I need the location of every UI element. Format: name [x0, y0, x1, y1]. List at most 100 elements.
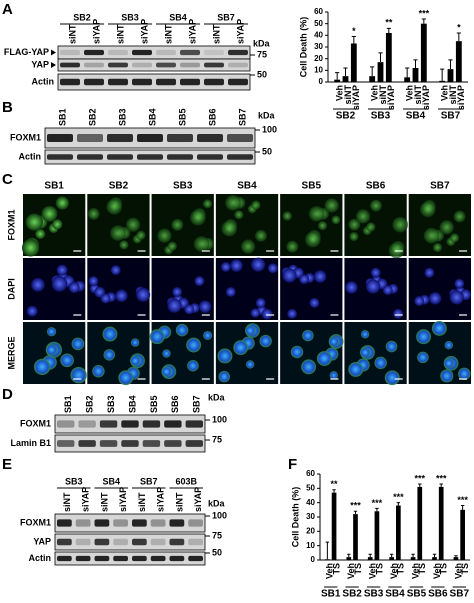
lane-label: siYAP: [156, 487, 166, 512]
blot-band: [167, 154, 193, 160]
lane-label: siYAP: [193, 487, 203, 512]
error-bar: [418, 483, 422, 487]
nucleus: [130, 338, 140, 347]
lane-label: siYAP: [91, 19, 101, 44]
blot-band: [94, 519, 110, 527]
nucleus: [26, 305, 38, 317]
group-label: SB7: [217, 12, 235, 22]
blot-band: [57, 538, 72, 546]
x-tick-label: TS: [331, 563, 341, 575]
group-label: SB3: [121, 12, 139, 22]
error-bar: [375, 507, 379, 512]
lane-label: SB5: [177, 108, 187, 126]
kda-label: kDa: [253, 38, 271, 48]
nucleus: [136, 230, 146, 240]
row-label: FOXM1: [20, 517, 51, 527]
nucleus: [167, 241, 177, 251]
nucleus: [115, 289, 128, 302]
x-tick-label: Veh: [453, 563, 463, 579]
blot-band: [77, 154, 103, 160]
y-tick-label: 40: [314, 30, 323, 39]
blot-band: [137, 134, 163, 142]
blot-band: [169, 519, 185, 527]
blot-band: [188, 538, 203, 546]
nucleus: [308, 205, 325, 222]
column-label: SB2: [109, 181, 129, 192]
nucleus: [431, 320, 447, 336]
nucleus: [449, 290, 464, 305]
x-tick-label: TS: [396, 563, 406, 575]
panel-label: D: [2, 386, 13, 403]
x-tick-label: siYAP: [386, 85, 396, 110]
error-bar: [432, 553, 437, 558]
x-tick-label: Veh: [370, 85, 380, 101]
nucleus: [329, 371, 338, 380]
blot-band: [60, 62, 80, 68]
nucleus: [261, 308, 273, 320]
nucleus: [444, 341, 453, 350]
nucleus: [119, 240, 129, 250]
blot-band: [108, 49, 128, 56]
nucleus: [385, 340, 398, 353]
panel-label: A: [2, 1, 13, 18]
marker-label: 100: [212, 414, 227, 424]
blot-band: [156, 78, 176, 86]
error-bar: [454, 555, 458, 558]
blot-band: [228, 78, 248, 86]
group-label: SB4: [406, 111, 426, 122]
nucleus: [348, 362, 364, 377]
bar: [342, 76, 349, 82]
y-tick-label: 0: [319, 77, 324, 86]
y-tick-label: 20: [306, 526, 315, 535]
nucleus: [240, 239, 256, 254]
blot-band: [228, 49, 248, 56]
nucleus: [100, 293, 111, 304]
significance: *: [457, 22, 461, 32]
x-tick-label: Veh: [389, 563, 399, 579]
nucleus: [245, 360, 255, 369]
x-tick-label: siNT: [343, 85, 353, 105]
nucleus: [92, 364, 105, 378]
bar: [389, 557, 394, 560]
nucleus: [366, 279, 381, 294]
bar: [453, 557, 459, 560]
group-label: SB7: [450, 589, 470, 600]
bar: [369, 76, 376, 82]
blot-band: [94, 555, 110, 562]
bar: [460, 509, 465, 560]
group-label: SB2: [342, 589, 362, 600]
blot-strip: [54, 513, 206, 533]
lane-label: siNT: [174, 492, 184, 512]
blot-band: [94, 538, 110, 546]
y-tick-label: 60: [314, 7, 323, 16]
nucleus: [282, 268, 297, 283]
x-tick-label: siYAP: [456, 85, 466, 110]
blot-band: [77, 134, 103, 142]
error-bar: [405, 67, 410, 78]
nucleus: [136, 287, 151, 302]
blot-band: [204, 78, 224, 86]
error-bar: [368, 553, 372, 558]
nucleus: [324, 198, 339, 213]
nucleus: [254, 229, 267, 242]
row-arrow: [51, 49, 56, 56]
y-tick-label: 50: [314, 19, 323, 28]
significance: *: [352, 26, 356, 36]
nucleus: [230, 259, 243, 272]
significance: ***: [436, 473, 447, 483]
x-tick-label: Veh: [335, 85, 345, 101]
nucleus: [25, 213, 43, 231]
blot-band: [228, 62, 248, 68]
nucleus: [234, 210, 244, 220]
blot-band: [113, 555, 128, 562]
blot-band: [227, 134, 253, 142]
nucleus: [102, 326, 118, 342]
bar: [439, 80, 446, 82]
blot-band: [204, 62, 224, 68]
blot-band: [84, 49, 104, 56]
bar: [377, 62, 384, 82]
bar: [412, 68, 419, 82]
error-bar: [460, 505, 465, 510]
error-bar: [378, 52, 383, 63]
